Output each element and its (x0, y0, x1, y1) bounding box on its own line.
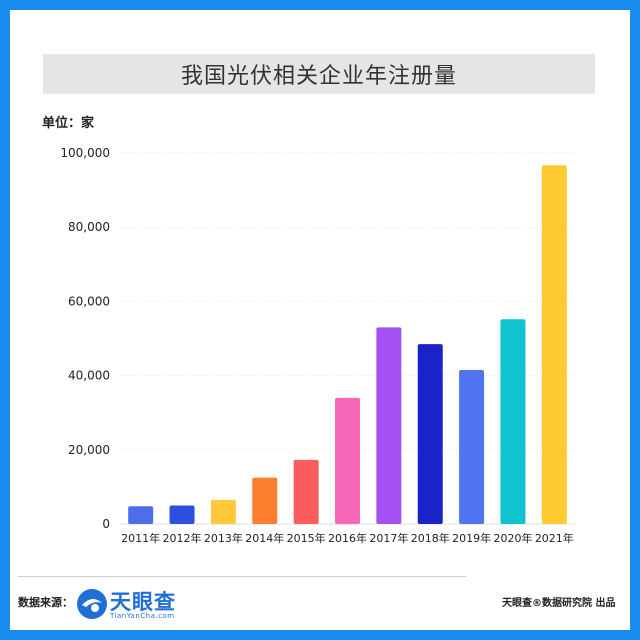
x-tick-label: 2016年 (328, 531, 367, 545)
y-tick-label: 40,000 (68, 369, 110, 383)
bar (128, 506, 154, 524)
bar (335, 397, 360, 524)
x-tick-label: 2014年 (245, 531, 284, 545)
x-tick-label: 2019年 (452, 531, 491, 545)
bar (252, 477, 278, 524)
x-tick-label: 2013年 (204, 531, 243, 545)
bar (210, 499, 236, 524)
x-tick-label: 2021年 (535, 531, 574, 545)
source-label: 数据来源： (18, 596, 73, 609)
x-tick-label: 2015年 (287, 531, 326, 545)
x-tick-label: 2018年 (411, 531, 450, 545)
y-tick-label: 60,000 (68, 294, 110, 308)
x-tick-label: 2020年 (493, 531, 532, 545)
y-tick-label: 80,000 (68, 220, 110, 234)
bar (293, 459, 319, 524)
title-bar: 我国光伏相关企业年注册量 (43, 54, 595, 94)
logo-subtext: TianYanCha.com (110, 612, 175, 620)
bar (459, 370, 485, 524)
x-tick-label: 2012年 (163, 531, 202, 545)
chart-title: 我国光伏相关企业年注册量 (180, 64, 457, 89)
x-tick-label: 2011年 (121, 531, 160, 545)
unit-label: 单位：家 (42, 116, 95, 131)
bar (376, 327, 402, 524)
y-tick-label: 0 (102, 517, 110, 531)
x-tick-label: 2017年 (369, 531, 408, 545)
credit-text: 天眼查®数据研究院 出品 (502, 598, 616, 609)
bar (500, 319, 526, 524)
eye-logo-icon (77, 589, 107, 619)
tianyancha-logo: 天眼查 TianYanCha.com (76, 586, 186, 624)
logo-text: 天眼查 (110, 590, 176, 614)
bar (417, 344, 443, 524)
footer-divider (18, 576, 466, 577)
y-tick-label: 100,000 (60, 146, 110, 160)
chart-card: 我国光伏相关企业年注册量 单位：家 0 20,000 40,000 60,000 80,… (10, 10, 630, 630)
y-tick-label: 20,000 (68, 443, 110, 457)
bar (541, 165, 567, 525)
bar (169, 505, 195, 524)
